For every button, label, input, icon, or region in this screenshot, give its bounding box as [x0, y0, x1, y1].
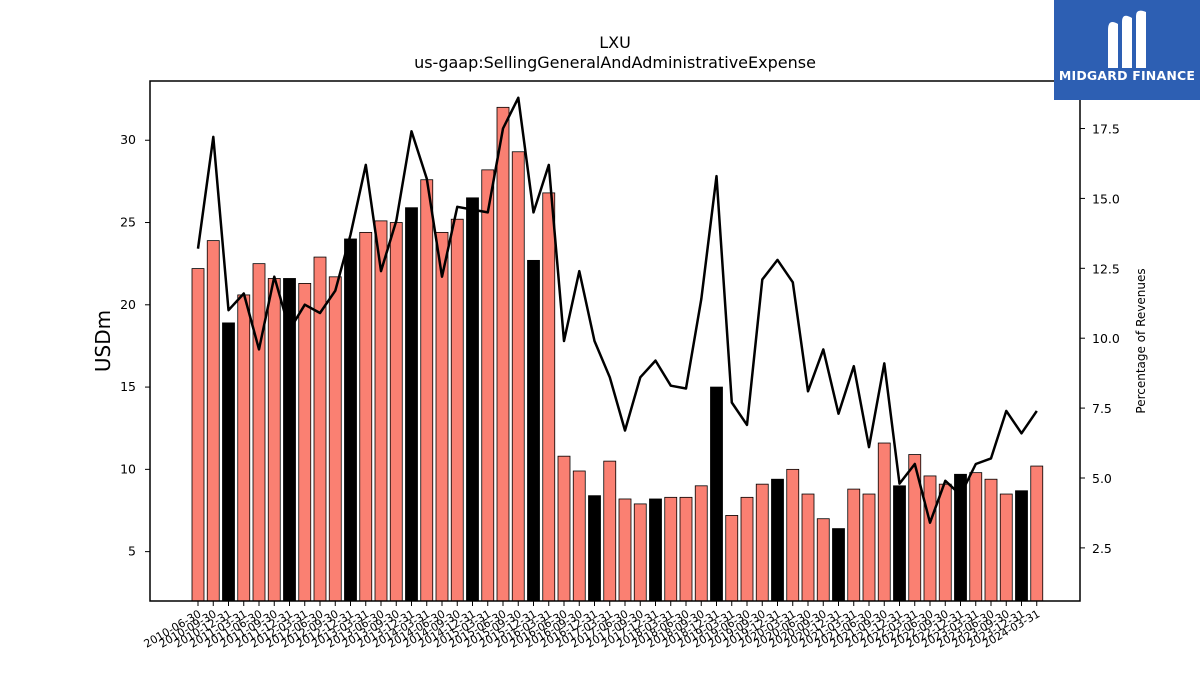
bar-2019-12-31 [771, 478, 784, 602]
bar-2016-06-30 [557, 455, 571, 602]
bar-2014-09-30 [450, 218, 464, 602]
y-axis-right-label: Percentage of Revenues [1134, 268, 1148, 413]
y-axis-left: 5 10 15 20 25 30 [120, 132, 150, 559]
x-axis: 2010-06-302010-09-302010-12-312011-03-31… [142, 601, 1042, 651]
y-right-tick-label: 5.0 [1092, 471, 1112, 486]
bar-2014-12-31 [466, 197, 479, 602]
bar-2012-03-31 [298, 283, 312, 602]
bar-2021-06-30 [862, 493, 876, 602]
bar-2010-09-30 [206, 240, 220, 602]
bar-2013-06-30 [374, 220, 388, 602]
bar-2011-03-31 [237, 294, 251, 602]
bar-2015-09-30 [511, 151, 525, 602]
bar-2016-12-31 [588, 495, 601, 602]
bar-2018-06-30 [679, 496, 693, 602]
chart-title: LXU [599, 33, 631, 52]
bar-2013-03-31 [359, 231, 373, 602]
bar-2017-09-30 [633, 503, 647, 602]
bar-2018-03-31 [664, 496, 678, 602]
bar-2018-09-30 [694, 485, 708, 602]
bar-2022-06-30 [923, 475, 937, 602]
bar-2022-09-30 [938, 483, 952, 602]
bar-2021-09-30 [877, 442, 891, 602]
bar-2023-06-30 [984, 478, 998, 602]
chart-subtitle: us-gaap:SellingGeneralAndAdministrativeE… [414, 53, 816, 72]
bar-2014-06-30 [435, 231, 449, 602]
bar-2020-09-30 [816, 518, 830, 602]
bar-2012-12-31 [344, 238, 357, 602]
bar-2018-12-31 [710, 386, 723, 602]
y-tick-label: 15 [120, 379, 136, 394]
bar-2023-03-31 [969, 472, 983, 602]
logo-text: MIDGARD FINANCE [1058, 68, 1196, 83]
y-right-tick-label: 7.5 [1092, 401, 1112, 416]
bar-2019-09-30 [755, 483, 769, 602]
bar-2010-12-31 [222, 322, 235, 602]
bar-2024-03-31 [1030, 465, 1044, 602]
y-tick-label: 20 [120, 297, 136, 312]
y-right-tick-label: 12.5 [1092, 261, 1120, 276]
bar-2020-12-31 [832, 528, 845, 602]
bar-2016-03-31 [542, 192, 556, 602]
bar-2014-03-31 [420, 179, 434, 602]
bar-2015-03-31 [481, 169, 495, 602]
bar-2015-06-30 [496, 106, 510, 602]
bar-2021-03-31 [847, 488, 861, 602]
bar-2021-12-31 [893, 485, 906, 602]
bar-2020-06-30 [801, 493, 815, 602]
bar-2017-12-31 [649, 498, 662, 602]
bar-2023-09-30 [999, 493, 1013, 602]
bar-2023-12-31 [1015, 490, 1028, 602]
bar-2011-06-30 [252, 263, 266, 602]
y-right-tick-label: 2.5 [1092, 541, 1112, 556]
bar-2019-03-31 [725, 515, 739, 602]
bar-2019-06-30 [740, 496, 754, 602]
bar-2017-06-30 [618, 498, 632, 602]
bar-2017-03-31 [603, 460, 617, 602]
bar-2020-03-31 [786, 468, 800, 602]
bar-2015-12-31 [527, 259, 540, 602]
midgard-logo-icon [1108, 10, 1146, 68]
y-tick-label: 25 [120, 215, 136, 230]
y-axis-label: USDm [91, 310, 115, 372]
y-axis-right: 2.5 5.0 7.5 10.0 12.5 15.0 17.5 [1080, 122, 1120, 556]
y-tick-label: 10 [120, 461, 136, 476]
y-right-tick-label: 10.0 [1092, 331, 1120, 346]
bars-layer [191, 106, 1044, 602]
bar-2011-09-30 [267, 278, 281, 602]
pct-revenues-line [196, 96, 1038, 524]
y-right-tick-label: 15.0 [1092, 191, 1120, 206]
bar-2016-09-30 [572, 470, 586, 602]
y-tick-label: 30 [120, 132, 136, 147]
y-tick-label: 5 [128, 544, 136, 559]
plot-frame [149, 80, 1081, 602]
brand-logo: MIDGARD FINANCE [1054, 0, 1200, 100]
bar-2012-09-30 [328, 276, 342, 602]
line-layer [196, 96, 1038, 524]
y-right-tick-label: 17.5 [1092, 122, 1120, 137]
bar-2013-09-30 [389, 222, 403, 602]
bar-2010-06-30 [191, 268, 205, 602]
bar-2013-12-31 [405, 207, 418, 602]
